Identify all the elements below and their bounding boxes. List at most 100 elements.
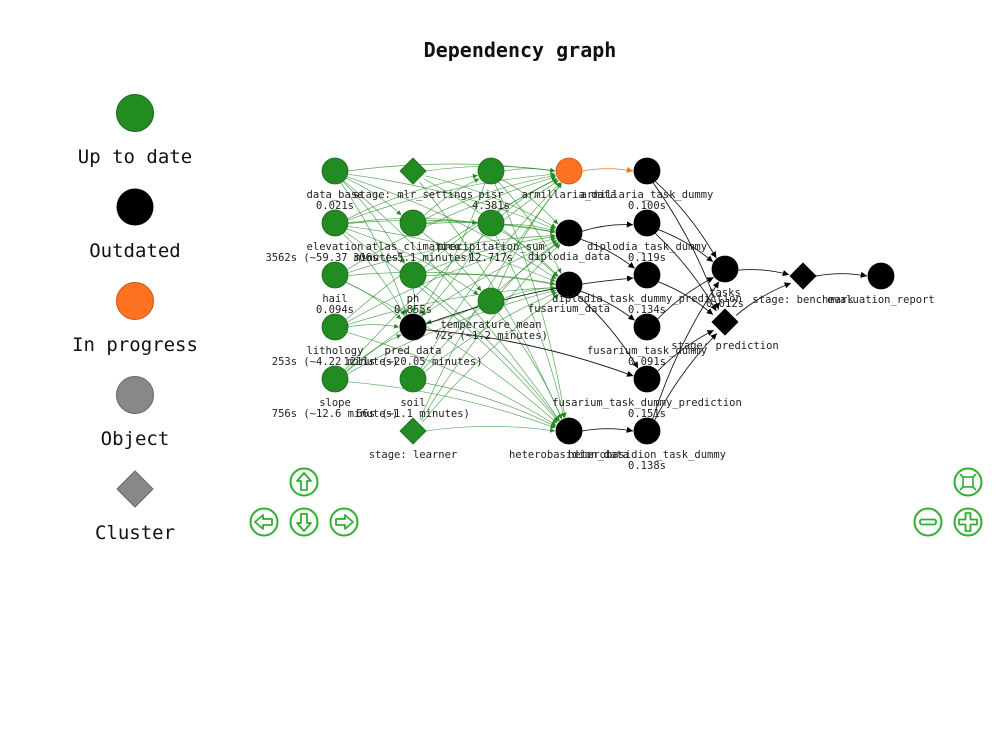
node-circle-icon	[633, 365, 661, 393]
right-arrow-icon	[335, 514, 354, 530]
edge-diplodia_task_dummy-to-prediction	[654, 232, 717, 312]
node-runtime-label: 72s (~1.2 minutes)	[434, 330, 548, 342]
edge-elevation-to-pred_data	[342, 233, 405, 316]
edge-precipitation_sum-to-armillaria_data	[501, 178, 558, 217]
node-mlr-settings[interactable]: stage: mlr_settings	[353, 157, 473, 201]
edge-heterobasidion_task_dummy-to-tasks	[652, 281, 720, 420]
pan-right-button[interactable]	[329, 507, 359, 537]
node-label: elevation	[307, 241, 364, 253]
edge-diplodia_task_dummy_prediction-to-prediction	[657, 281, 714, 316]
node-runtime-label: 0.100s	[628, 200, 666, 212]
legend-label: Cluster	[94, 522, 176, 544]
node-circle-icon	[399, 365, 427, 393]
node-runtime-label: 1211s (~20.05 minutes)	[343, 356, 482, 368]
edge-elevation-to-armillaria_data	[347, 172, 556, 221]
edge-precipitation_sum-to-pred_data	[421, 233, 484, 317]
up-arrow-icon	[296, 472, 312, 491]
fit-to-screen-button[interactable]	[953, 467, 983, 497]
legend-label: In progress	[72, 334, 198, 356]
edge-hail-to-fusarium_data	[347, 271, 556, 286]
pan-up-button[interactable]	[289, 467, 319, 497]
node-benchmark[interactable]: stage: benchmark	[752, 262, 854, 306]
edge-soil-to-heterobasidion_data	[425, 382, 556, 427]
node-circle-icon	[555, 157, 583, 185]
edge-elevation-to-pisr	[347, 173, 478, 220]
node-runtime-label: 66s (~1.1 minutes)	[356, 408, 470, 420]
edge-slope-to-pred_data	[345, 334, 402, 373]
node-label: hail	[322, 293, 347, 305]
node-runtime-label: 0.138s	[628, 460, 666, 472]
node-diplodia-data[interactable]: diplodia_data	[528, 219, 610, 263]
node-label: pisr	[478, 189, 503, 201]
pan-left-button[interactable]	[249, 507, 279, 537]
edge-ph-to-diplodia_data	[425, 234, 556, 272]
node-prediction[interactable]: stage: prediction	[671, 308, 779, 352]
zoom-in-button[interactable]	[953, 507, 983, 537]
node-circle-icon	[321, 365, 349, 393]
graph-title: Dependency graph	[423, 38, 617, 62]
node-evaluation-report[interactable]: evaluation_report	[827, 262, 935, 306]
edge-soil-to-armillaria_data	[420, 181, 561, 369]
zoom-out-button[interactable]	[913, 507, 943, 537]
node-diamond-icon	[789, 262, 817, 290]
edge-precipitation_sum-to-fusarium_data	[501, 230, 559, 277]
node-heterobasidion-data[interactable]: heterobasidion_data	[509, 417, 629, 461]
edge-elevation-to-fusarium_data	[347, 225, 556, 282]
node-ph[interactable]: ph0.855s	[394, 261, 432, 316]
legend-object-circle-icon	[116, 376, 154, 414]
edge-atlas_climatico-to-temperature_mean	[421, 231, 482, 292]
node-runtime-label: 0.134s	[628, 304, 666, 316]
edge-temperature_mean-to-fusarium_data	[503, 285, 556, 299]
node-label: evaluation_report	[827, 294, 934, 306]
node-label: heterobasidion_task_dummy	[568, 449, 726, 461]
node-fusarium-data[interactable]: fusarium_data	[528, 271, 610, 315]
node-runtime-label: 4.381s	[472, 200, 510, 212]
node-runtime-label: 3562s (~59.37 minutes)	[265, 252, 404, 264]
node-label: fusarium_task_dummy_prediction	[552, 397, 742, 409]
node-armillaria-data[interactable]: armillaria_data	[522, 157, 617, 201]
node-circle-icon	[555, 271, 583, 299]
node-runtime-label: 0.119s	[628, 252, 666, 264]
edge-soil-to-fusarium_data	[423, 291, 558, 373]
legend-label: Object	[100, 428, 170, 450]
edge-slope-to-heterobasidion_data	[347, 381, 556, 429]
edge-pisr-to-pred_data	[418, 182, 486, 315]
node-circle-icon	[399, 261, 427, 289]
edge-lithology-to-fusarium_data	[347, 285, 556, 326]
legend-item-up-to-date: Up to date	[40, 92, 230, 186]
node-label: atlas_climatico	[366, 241, 461, 253]
plus-icon	[958, 512, 978, 532]
legend-item-cluster: Cluster	[40, 468, 230, 562]
node-circle-icon	[867, 262, 895, 290]
node-learner[interactable]: stage: learner	[369, 417, 458, 461]
edge-pisr-to-heterobasidion_data	[494, 183, 567, 418]
edge-fusarium_task_dummy_prediction-to-prediction	[657, 329, 714, 372]
node-label: tasks	[709, 287, 741, 299]
node-runtime-label: 12.717s	[469, 252, 513, 264]
edge-armillaria_task_dummy-to-tasks	[654, 180, 717, 259]
node-label: lithology	[307, 345, 364, 357]
node-label: fusarium_task_dummy	[587, 345, 707, 357]
node-diamond-icon	[711, 308, 739, 336]
pan-down-button[interactable]	[289, 507, 319, 537]
edge-pisr-to-fusarium_data	[498, 181, 562, 274]
